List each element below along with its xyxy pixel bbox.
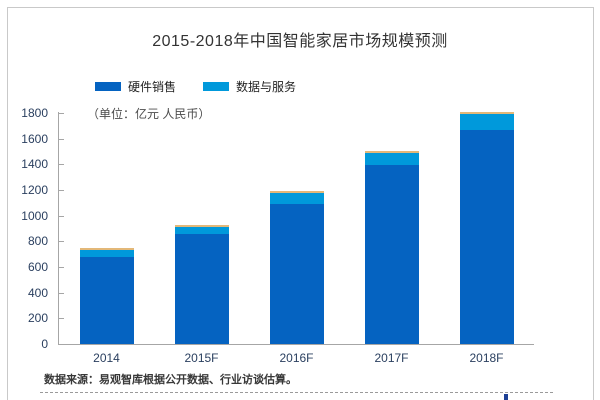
legend-swatch-icon [203, 82, 230, 91]
watermark-logo-fragment [504, 394, 508, 400]
y-axis-tick-mark [59, 164, 64, 166]
legend-swatch-icon [95, 82, 121, 91]
y-axis-tick-mark [59, 113, 64, 114]
stacked-bar-2016F [269, 190, 324, 344]
y-axis-line [58, 112, 59, 344]
x-axis-label: 2014 [93, 351, 120, 365]
y-axis-tick-label: 1400 [21, 157, 48, 172]
bar-top-accent [79, 248, 134, 251]
bar-segment-hardware [79, 257, 134, 344]
x-axis-label: 2017F [374, 351, 409, 365]
chart-title: 2015-2018年中国智能家居市场规模预测 [152, 33, 448, 50]
bar-segment-services [174, 226, 229, 235]
bar-segment-services [459, 113, 514, 131]
source-note: 数据来源：易观智库根据公开数据、行业访谈估算。 [44, 374, 297, 386]
legend-item-1: 数据与服务 [203, 78, 296, 95]
bar-slot-2015F [154, 113, 249, 344]
y-axis-tick-mark [59, 292, 64, 294]
y-axis-tick-label: 0 [41, 337, 48, 351]
bar-top-accent [364, 150, 419, 153]
unit-note: （单位：亿元 人民币） [87, 107, 211, 121]
x-axis-label: 2018F [469, 351, 504, 365]
y-axis-tick-label: 1200 [21, 183, 48, 197]
y-axis-tick-label: 400 [27, 285, 48, 300]
bar-segment-services [79, 250, 134, 258]
bar-slot-2016F [249, 113, 344, 344]
x-axis-line [58, 344, 534, 345]
y-axis-tick-label: 1000 [21, 208, 48, 223]
x-axis-label: 2015F [184, 351, 219, 365]
stacked-bar-2014 [79, 248, 134, 344]
y-axis-tick-mark [59, 267, 64, 268]
x-axis-labels: 2014 2015F 2016F 2017F 2018F [59, 351, 534, 365]
legend-label: 硬件销售 [128, 80, 177, 94]
y-axis-tick-mark [59, 241, 64, 243]
y-axis-tick-label: 800 [27, 234, 48, 249]
y-axis-tick-label: 200 [27, 311, 48, 326]
bar-segment-services [364, 152, 419, 165]
x-axis-label: 2016F [279, 351, 314, 365]
bar-segment-hardware [269, 204, 324, 344]
bar-segment-hardware [174, 234, 229, 344]
bar-slot-2017F [344, 113, 439, 344]
bar-top-accent [459, 111, 514, 114]
stacked-bar-2017F [364, 150, 419, 344]
stacked-bar-2018F [459, 111, 514, 344]
y-axis-tick-label: 1600 [21, 131, 48, 146]
y-axis-tick-label: 600 [27, 260, 48, 274]
bar-segment-hardware [364, 165, 419, 344]
bar-segment-hardware [459, 130, 514, 344]
bar-plot-area [59, 111, 534, 344]
bar-slot-2018F [439, 111, 534, 344]
y-axis-tick-mark [59, 215, 64, 217]
stacked-bar-2015F [174, 224, 229, 344]
bar-top-accent [269, 190, 324, 193]
y-axis-tick-mark [59, 318, 64, 320]
y-axis-tick-label: 1800 [21, 106, 48, 120]
y-axis-tick-mark [59, 138, 64, 140]
footer-divider [40, 392, 553, 393]
bar-segment-services [269, 192, 324, 205]
chart-legend: 硬件销售 数据与服务 [95, 78, 323, 95]
bar-top-accent [174, 224, 229, 227]
bar-slot-2014 [59, 113, 154, 344]
legend-label: 数据与服务 [236, 80, 297, 94]
legend-item-0: 硬件销售 [95, 78, 176, 95]
y-axis-tick-mark [59, 190, 64, 191]
